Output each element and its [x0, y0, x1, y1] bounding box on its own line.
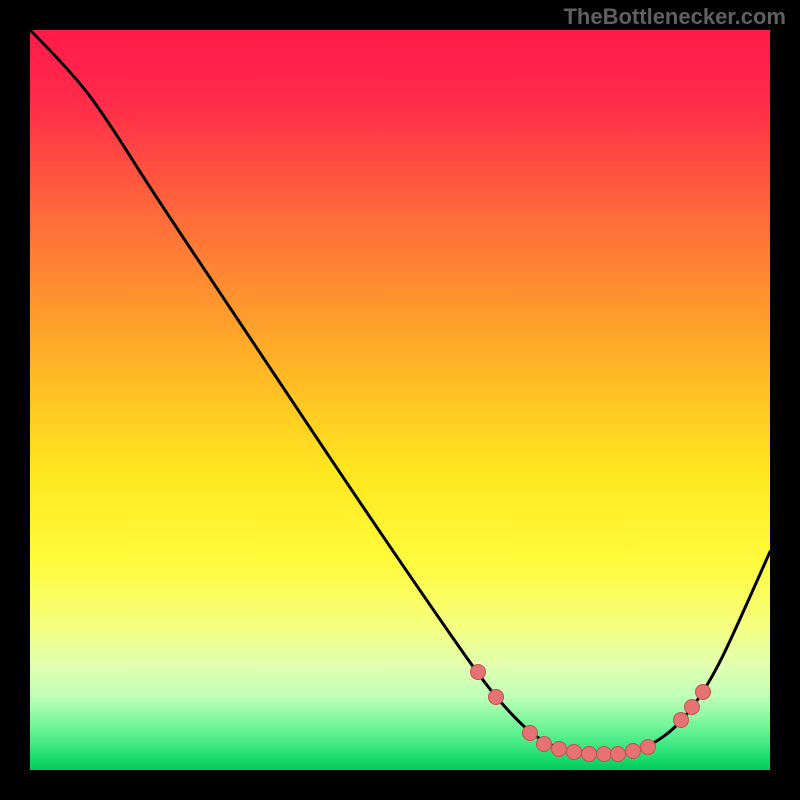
- chart-plot-area: [30, 30, 770, 770]
- chart-marker: [522, 725, 538, 741]
- chart-markers-layer: [30, 30, 770, 770]
- chart-marker: [581, 746, 597, 762]
- chart-marker: [566, 744, 582, 760]
- chart-marker: [695, 684, 711, 700]
- chart-marker: [596, 746, 612, 762]
- chart-marker: [488, 689, 504, 705]
- chart-marker: [551, 741, 567, 757]
- chart-marker: [684, 699, 700, 715]
- chart-marker: [536, 736, 552, 752]
- chart-marker: [640, 739, 656, 755]
- chart-marker: [625, 743, 641, 759]
- chart-marker: [673, 712, 689, 728]
- chart-marker: [470, 664, 486, 680]
- chart-marker: [610, 746, 626, 762]
- watermark-text: TheBottlenecker.com: [563, 4, 786, 30]
